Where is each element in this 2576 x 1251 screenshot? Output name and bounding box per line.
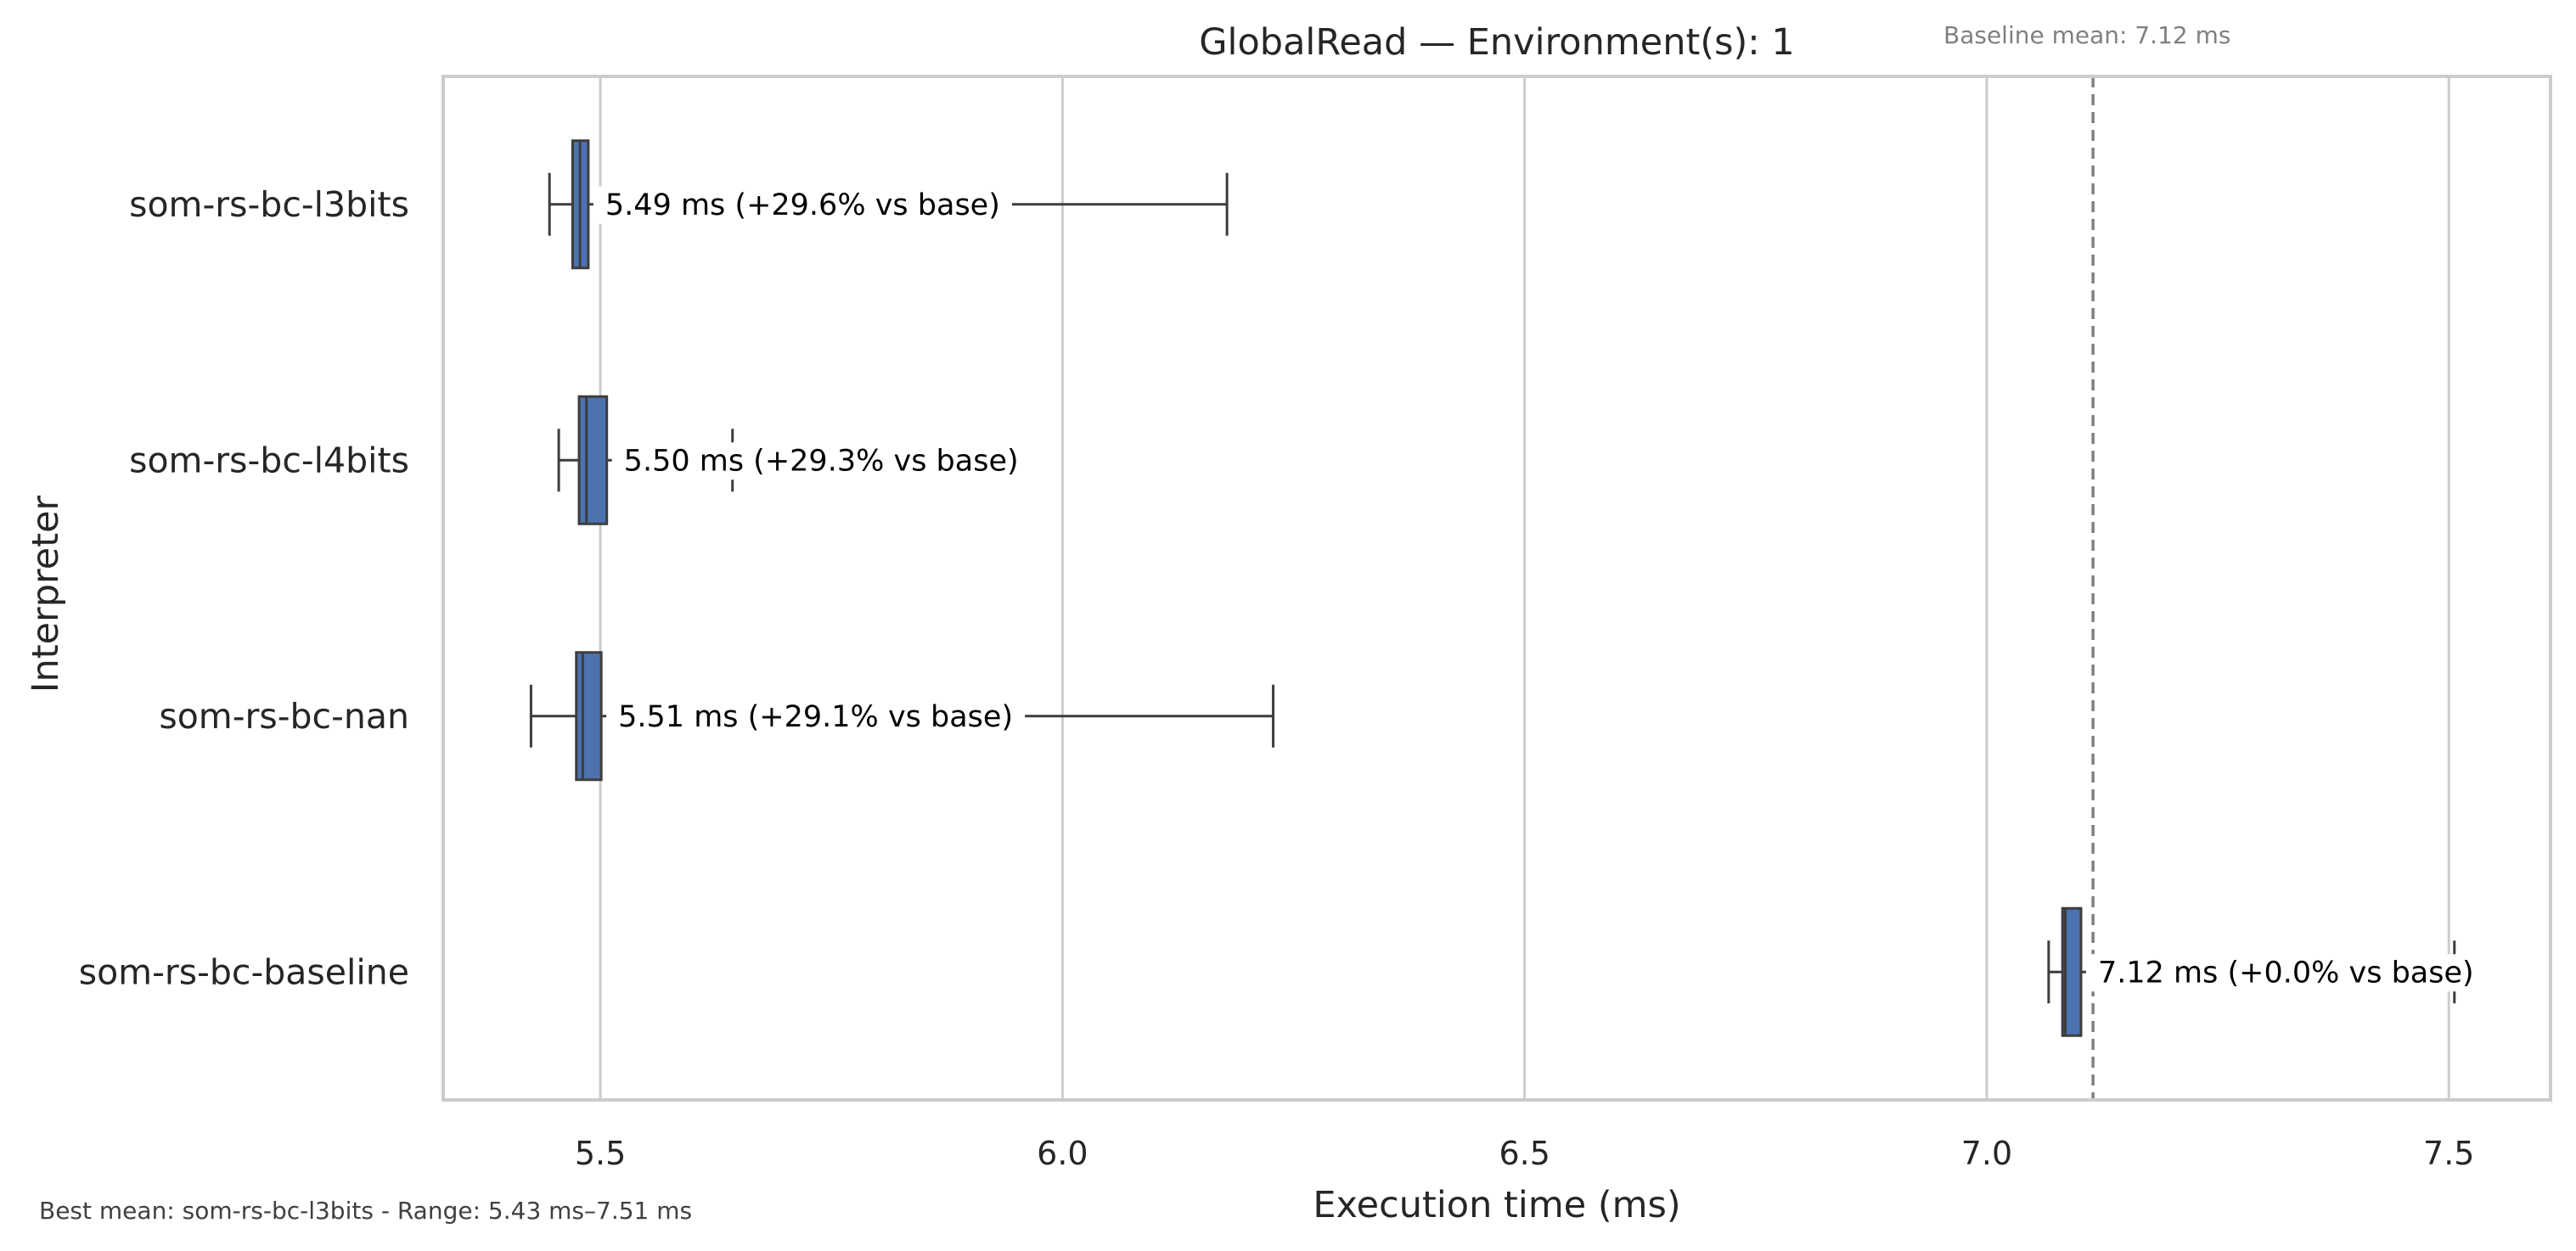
category-label: som-rs-bc-l3bits [129, 184, 409, 225]
box-plot-som-rs-bc-l4bits: 5.50 ms (+29.3% vs base) [557, 395, 1031, 525]
category-label: som-rs-bc-nan [159, 696, 409, 737]
box-iqr [575, 651, 603, 782]
value-annotation: 5.50 ms (+29.3% vs base) [624, 444, 1019, 478]
annotation-background [606, 698, 1026, 736]
boxes: 5.49 ms (+29.6% vs base) 5.50 ms (+29.3% … [529, 139, 2486, 1037]
plot-frame [442, 75, 2552, 1102]
value-annotation: 7.12 ms (+0.0% vs base) [2098, 956, 2474, 990]
grid-lines [599, 76, 2450, 1100]
annotation-background [611, 442, 1031, 480]
category-label: som-rs-bc-baseline [79, 951, 409, 992]
y-category-labels: som-rs-bc-l3bits som-rs-bc-l4bits som-rs-b… [79, 184, 409, 993]
x-tick-label: 5.5 [575, 1135, 626, 1172]
x-tick-label: 7.5 [2423, 1135, 2474, 1172]
box-plot-som-rs-bc-baseline: 7.12 ms (+0.0% vs base) [2047, 906, 2486, 1037]
baseline-label: Baseline mean: 7.12 ms [1943, 21, 2230, 49]
chart-title: GlobalRead — Environment(s): 1 [1199, 21, 1795, 64]
x-tick-label: 6.5 [1499, 1135, 1550, 1172]
annotation-background [593, 186, 1012, 224]
box-iqr [2061, 906, 2083, 1037]
y-axis-label: Interpreter [25, 495, 67, 693]
box-plot-som-rs-bc-l3bits: 5.49 ms (+29.6% vs base) [548, 139, 1229, 270]
value-annotation: 5.49 ms (+29.6% vs base) [605, 188, 1000, 222]
x-tick-label: 7.0 [1961, 1135, 2012, 1172]
x-tick-labels: 5.5 6.0 6.5 7.0 7.5 [575, 1135, 2475, 1172]
category-label: som-rs-bc-l4bits [129, 440, 409, 480]
footer-note: Best mean: som-rs-bc-l3bits - Range: 5.4… [39, 1197, 692, 1225]
value-annotation: 5.51 ms (+29.1% vs base) [618, 700, 1013, 734]
box-plot-som-rs-bc-nan: 5.51 ms (+29.1% vs base) [529, 651, 1275, 782]
box-iqr [577, 395, 609, 525]
x-tick-label: 6.0 [1037, 1135, 1088, 1172]
x-axis-label: Execution time (ms) [1313, 1184, 1680, 1226]
annotation-background [2085, 954, 2486, 992]
